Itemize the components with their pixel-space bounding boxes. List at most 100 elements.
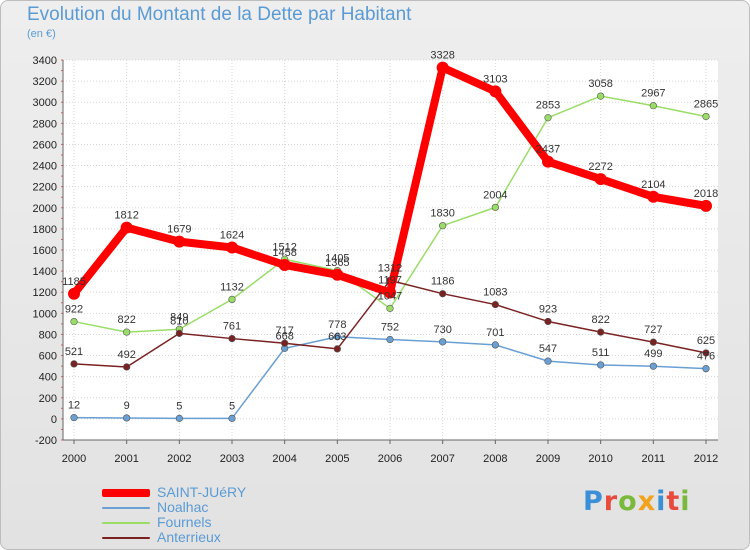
data-point <box>542 155 554 168</box>
x-tick-label: 2001 <box>114 453 138 465</box>
data-label: 922 <box>65 304 83 316</box>
data-label: 625 <box>697 335 715 347</box>
data-point <box>489 85 502 98</box>
data-point <box>702 112 710 121</box>
data-point <box>702 349 710 357</box>
data-label: 2853 <box>536 100 560 112</box>
data-label: 521 <box>65 346 83 358</box>
data-point <box>597 92 605 100</box>
data-label: 1458 <box>272 247 296 259</box>
y-tick-label: 200 <box>39 393 57 405</box>
x-tick-label: 2003 <box>220 453 244 465</box>
data-label: 3328 <box>430 50 454 62</box>
y-tick-label: 1000 <box>33 308 57 320</box>
data-point <box>702 365 710 373</box>
y-tick-label: 2800 <box>33 118 57 130</box>
data-point <box>123 363 131 371</box>
data-point <box>647 190 660 203</box>
y-tick-label: 2400 <box>33 161 57 173</box>
data-point <box>386 335 394 344</box>
data-point <box>333 345 341 353</box>
y-tick-label: 1800 <box>33 224 57 236</box>
data-label: 476 <box>697 351 715 363</box>
x-tick-label: 2009 <box>536 453 560 465</box>
data-label: 2437 <box>536 144 560 156</box>
data-point <box>491 203 499 211</box>
logo-letter: x <box>637 486 657 517</box>
data-label: 923 <box>539 303 557 315</box>
legend-swatch <box>102 537 150 539</box>
data-label: 701 <box>486 327 504 339</box>
legend-swatch <box>102 507 150 509</box>
data-label: 12 <box>68 400 80 412</box>
data-label: 1512 <box>272 241 296 253</box>
data-point <box>544 317 552 326</box>
data-label: 3103 <box>483 73 507 85</box>
data-point <box>491 341 499 349</box>
data-point <box>228 334 236 343</box>
data-point <box>173 235 186 248</box>
data-label: 2967 <box>641 88 665 100</box>
data-point <box>120 221 133 234</box>
data-label: 1679 <box>167 224 191 236</box>
data-point <box>384 286 396 299</box>
y-tick-label: 3400 <box>33 55 57 67</box>
y-tick-label: 2200 <box>33 182 57 194</box>
data-point <box>70 360 78 368</box>
x-tick-label: 2000 <box>62 453 86 465</box>
data-point <box>281 339 289 347</box>
x-tick-label: 2011 <box>642 453 666 465</box>
data-point <box>439 222 447 230</box>
data-point <box>649 102 657 110</box>
data-point <box>386 304 394 312</box>
chart-subtitle: (en €) <box>27 28 56 40</box>
data-label: 5 <box>176 400 182 412</box>
data-label: 752 <box>381 322 399 334</box>
data-label: 2104 <box>641 179 665 191</box>
data-label: 1186 <box>431 276 455 288</box>
data-point <box>594 173 607 186</box>
data-label: 1197 <box>378 275 402 287</box>
data-point <box>439 338 447 346</box>
data-label: 1365 <box>325 257 349 269</box>
data-point <box>68 287 80 300</box>
data-label: 2004 <box>483 189 507 201</box>
data-label: 727 <box>644 324 662 336</box>
data-label: 2018 <box>694 188 718 200</box>
data-label: 730 <box>433 324 451 336</box>
logo-letter: i <box>656 486 667 517</box>
data-point <box>700 199 712 212</box>
logo-letter: i <box>680 486 691 517</box>
data-point <box>331 268 344 281</box>
data-point <box>597 328 605 336</box>
data-point <box>597 361 605 369</box>
legend-label: Anterrieux <box>157 529 221 545</box>
data-label: 1132 <box>220 281 244 293</box>
data-point <box>70 317 78 326</box>
y-tick-label: 1200 <box>33 287 57 299</box>
legend-swatch <box>102 522 150 524</box>
logo-letter: o <box>618 486 638 517</box>
data-point <box>123 328 131 336</box>
data-point <box>175 414 183 422</box>
data-point <box>333 333 341 341</box>
data-label: 849 <box>170 311 188 323</box>
data-label: 717 <box>275 325 293 337</box>
data-label: 822 <box>591 314 609 326</box>
proxiti-logo: Proxiti <box>583 486 691 517</box>
y-tick-label: 600 <box>39 351 57 363</box>
data-label: 761 <box>223 321 241 333</box>
data-label: 1830 <box>430 208 454 220</box>
logo-letter: t <box>666 486 681 517</box>
x-tick-label: 2004 <box>272 453 296 465</box>
legend-swatch <box>102 489 150 497</box>
data-label: 1405 <box>325 253 349 265</box>
data-point <box>228 295 236 304</box>
data-point <box>436 61 449 74</box>
y-tick-label: 800 <box>39 329 57 341</box>
data-label: 822 <box>117 314 135 326</box>
legend-label: Fournels <box>157 514 212 530</box>
data-point <box>544 357 552 365</box>
data-label: 1083 <box>483 287 507 299</box>
